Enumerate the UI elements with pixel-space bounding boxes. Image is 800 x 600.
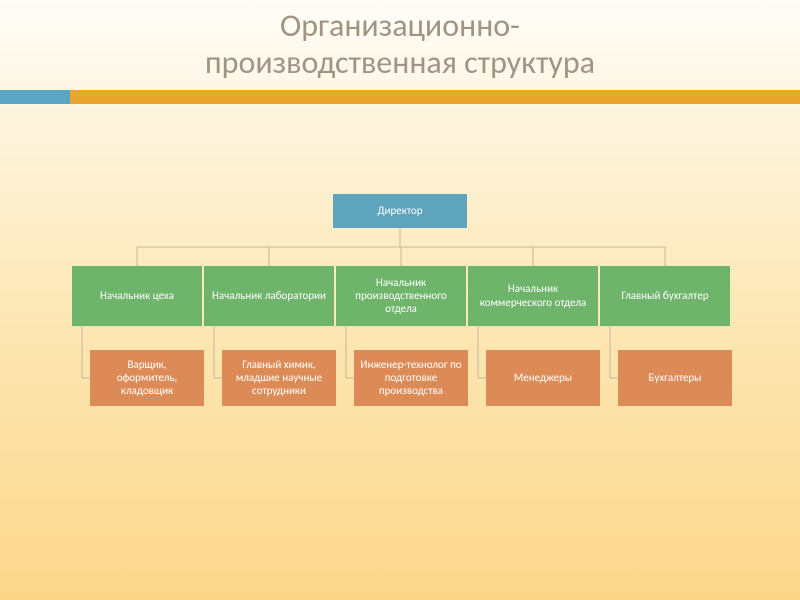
org-chart: Директор Начальник цехаНачальник лаборато… — [0, 194, 800, 554]
slide-title: Организационно- производственная структу… — [0, 8, 800, 82]
accent-bar-left — [0, 90, 70, 104]
org-node-s3: Инженер-технолог по подготовке производс… — [354, 350, 468, 406]
accent-bar — [0, 90, 800, 104]
org-node-m2: Начальник лаборатории — [204, 266, 334, 326]
org-node-m5: Главный бухгалтер — [600, 266, 730, 326]
title-line-1: Организационно- — [280, 6, 520, 45]
org-node-s2: Главный химик, младшие научные сотрудник… — [222, 350, 336, 406]
org-node-s5: Бухгалтеры — [618, 350, 732, 406]
org-node-s4: Менеджеры — [486, 350, 600, 406]
title-area: Организационно- производственная структу… — [0, 0, 800, 86]
org-node-director: Директор — [333, 194, 467, 228]
org-node-m1: Начальник цеха — [72, 266, 202, 326]
accent-bar-right — [70, 90, 800, 104]
org-node-s1: Варщик, оформитель, кладовщик — [90, 350, 204, 406]
org-node-m3: Начальник производственного отдела — [336, 266, 466, 326]
org-node-m4: Начальник коммерческого отдела — [468, 266, 598, 326]
title-line-2: производственная структура — [205, 43, 595, 82]
